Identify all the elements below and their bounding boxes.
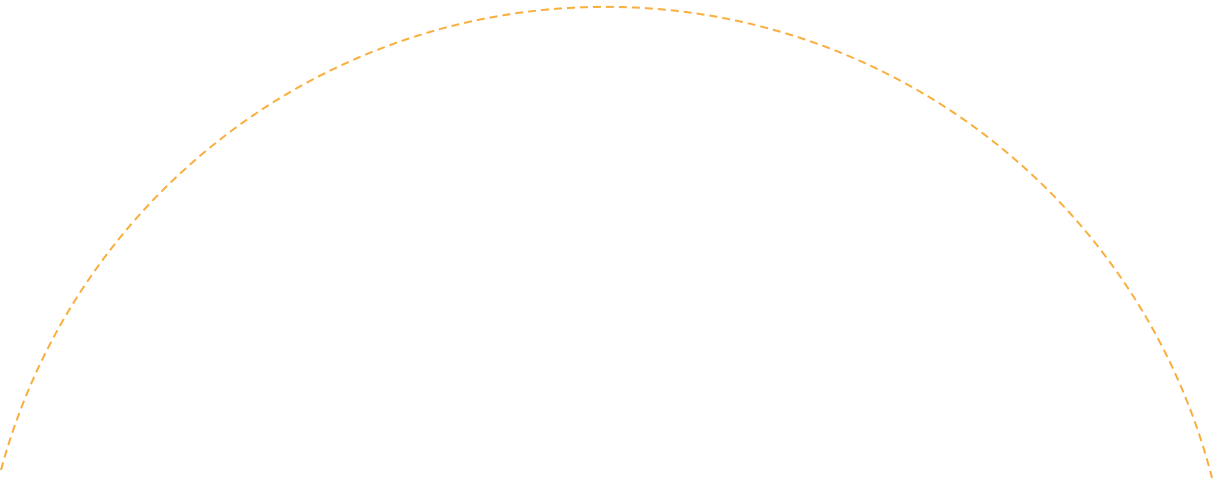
dashed-arc [0,5,1213,479]
